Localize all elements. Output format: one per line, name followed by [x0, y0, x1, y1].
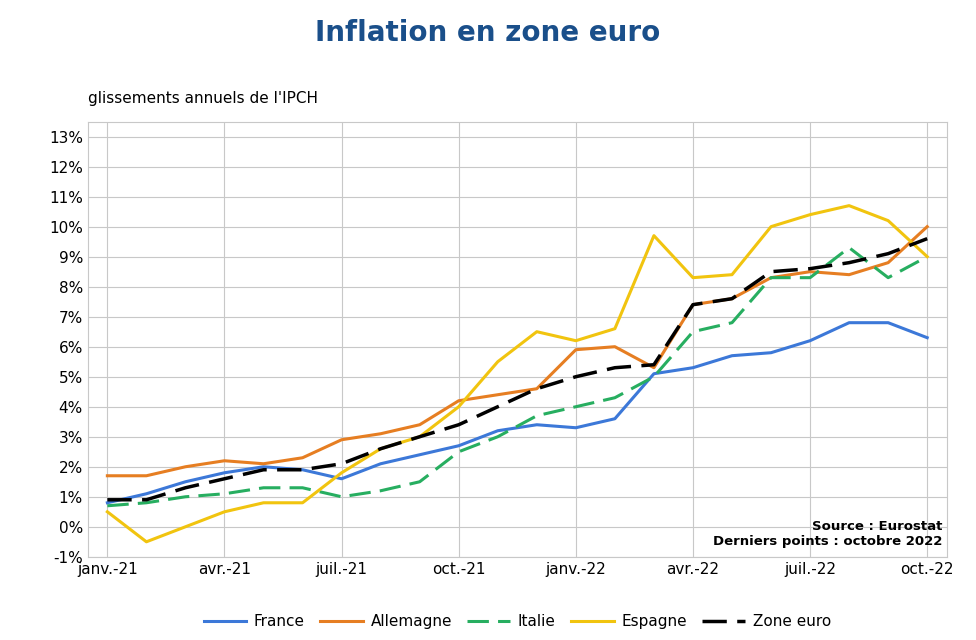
Text: Inflation en zone euro: Inflation en zone euro: [315, 19, 661, 47]
Legend: France, Allemagne, Italie, Espagne, Zone euro: France, Allemagne, Italie, Espagne, Zone…: [197, 608, 837, 635]
Text: glissements annuels de l'IPCH: glissements annuels de l'IPCH: [88, 91, 318, 106]
Text: Source : Eurostat
Derniers points : octobre 2022: Source : Eurostat Derniers points : octo…: [713, 520, 943, 548]
